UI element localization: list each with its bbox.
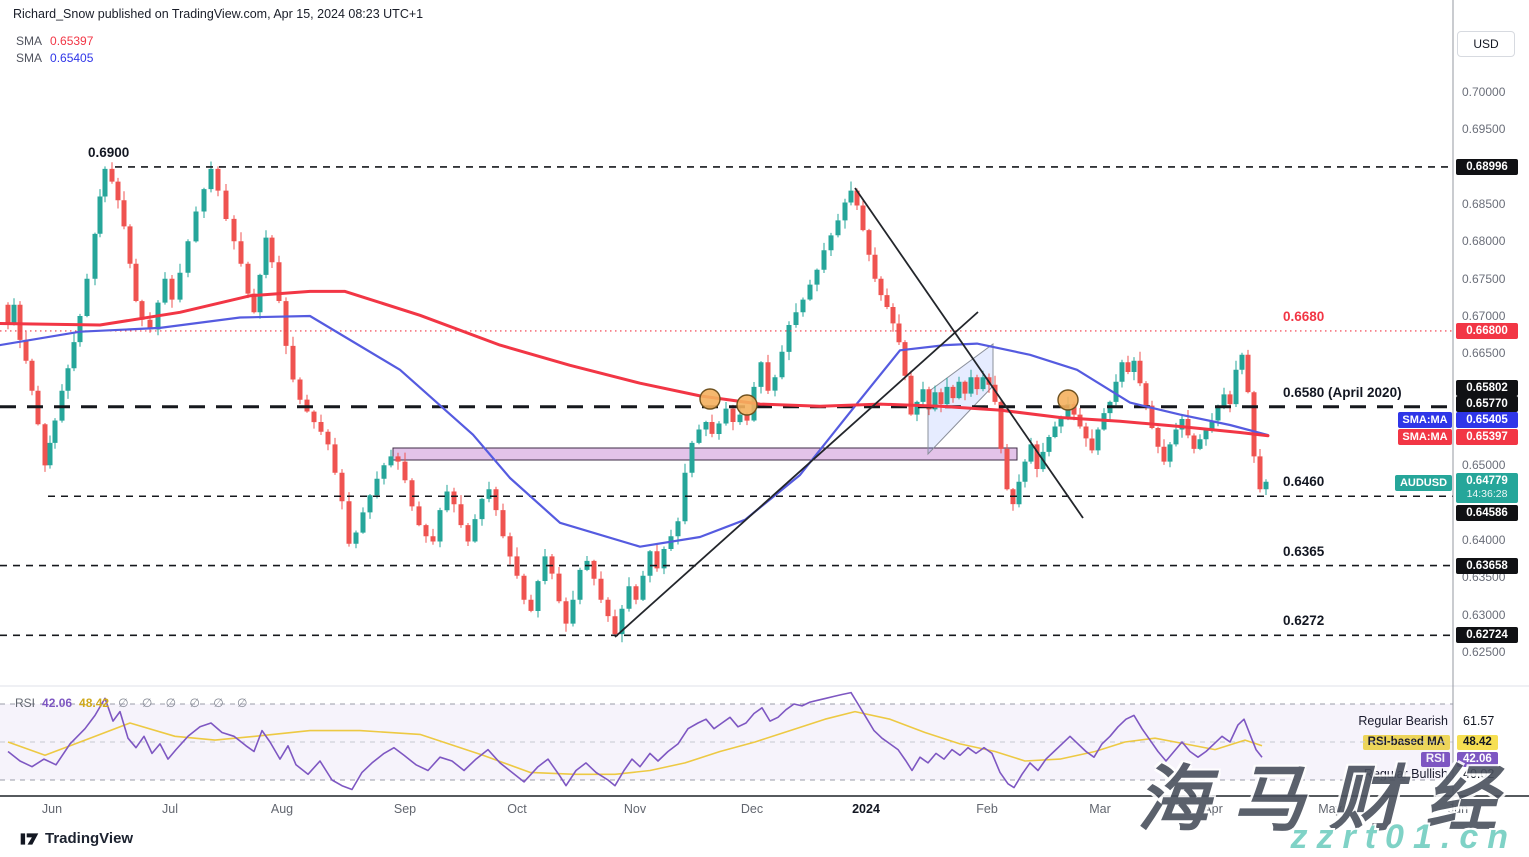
rsi-scale-chip: RSI (1420, 752, 1450, 767)
tradingview-logo[interactable]: TradingView (20, 830, 133, 847)
rsi-value: 42.06 (42, 696, 73, 710)
price-axis-badge: 0.65802 (1456, 380, 1518, 396)
time-axis-label-2024: 2024 (852, 802, 880, 816)
watermark-url: zzrt01.cn (1290, 818, 1517, 856)
price-axis-badge: 0.66800 (1456, 322, 1518, 339)
time-axis-label-may: May (1318, 802, 1342, 816)
bull-flag-zone[interactable] (927, 343, 994, 456)
circle-marker[interactable] (736, 394, 758, 416)
watermark-cjk: 海马财经 (1136, 760, 1521, 840)
rsi-scale-label: Regular Bearish (1358, 714, 1448, 728)
rsi-divergence-params: ∅ ∅ ∅ ∅ ∅ ∅ (118, 696, 253, 710)
time-axis-label-nov: Nov (623, 802, 647, 816)
rsi-scale-chip-value: 42.06 (1457, 752, 1498, 767)
price-axis-tick: 0.62500 (1462, 645, 1506, 659)
time-axis-label-sep: Sep (393, 802, 417, 816)
time-axis-label-aug: Aug (270, 802, 294, 816)
price-level-label: 0.6580 (April 2020) (1283, 384, 1402, 400)
price-axis-tick: 0.68500 (1462, 197, 1506, 211)
price-axis-tick: 0.63500 (1462, 570, 1506, 585)
rsi-scale-label: Regular Bullish (1364, 767, 1448, 781)
price-axis-tick: 0.65000 (1462, 458, 1506, 473)
price-axis-tick: 0.63000 (1462, 607, 1506, 622)
last-price-value: 0.64779 (1466, 474, 1508, 487)
series-name-chip: SMA:MA (1398, 412, 1452, 428)
tradingview-logo-icon (20, 832, 39, 845)
trendline[interactable] (614, 311, 979, 638)
price-level-label: 0.6900 (88, 144, 130, 160)
sma-legend-label: SMA (16, 34, 43, 48)
price-level-label: 0.6272 (1283, 613, 1325, 629)
circle-marker[interactable] (1057, 389, 1079, 411)
price-axis-tick: 0.67000 (1462, 309, 1506, 323)
sma-fast-line[interactable] (0, 289, 1270, 438)
sma-legend-value: 0.65397 (50, 34, 94, 48)
rsi-scale-value: 40.02 (1463, 767, 1495, 781)
price-level-label: 0.6680 (1283, 308, 1325, 324)
price-axis-badge: 0.62724 (1456, 627, 1518, 644)
time-axis-label-dec: Dec (740, 802, 764, 816)
series-name-chip: AUDUSD (1395, 475, 1452, 491)
rsi-line[interactable] (7, 691, 1263, 791)
circle-marker[interactable] (699, 388, 721, 410)
currency-toggle-button[interactable]: USD (1457, 31, 1515, 57)
sma-legend-row-1[interactable]: SMA 0.65397 (16, 34, 93, 48)
price-axis-tick: 0.64000 (1462, 533, 1506, 547)
candles-up (11, 168, 1269, 635)
price-axis-tick: 0.70000 (1462, 85, 1506, 99)
rsi-indicator-legend[interactable]: RSI 42.06 48.42 ∅ ∅ ∅ ∅ ∅ ∅ (15, 696, 252, 710)
price-axis-badge: 0.68996 (1456, 158, 1518, 175)
price-axis-badge: 0.63658 (1456, 557, 1518, 574)
time-axis-label-jun: Jun (41, 802, 63, 816)
price-axis-tick: 0.66500 (1462, 346, 1506, 361)
tradingview-logo-text: TradingView (45, 830, 134, 847)
publish-byline: Richard_Snow published on TradingView.co… (13, 7, 424, 21)
price-axis-badge: 0.64586 (1456, 505, 1518, 521)
rsi-ma-line[interactable] (7, 710, 1263, 776)
rsi-title: RSI (15, 696, 36, 710)
price-axis-tick: 0.67500 (1462, 271, 1506, 286)
price-axis-badge: 0.65397 (1456, 429, 1518, 445)
price-level-label: 0.6460 (1283, 474, 1325, 490)
sma-legend-value: 0.65405 (50, 51, 94, 65)
time-axis-label-mar: Mar (1089, 802, 1111, 816)
time-axis-label-feb: Feb (976, 802, 998, 816)
trendline[interactable] (854, 187, 1084, 519)
time-axis-label-jul: Jul (162, 802, 178, 816)
price-level-label: 0.6365 (1283, 543, 1325, 559)
rsi-ma-value: 48.42 (79, 696, 110, 710)
sma-slow-line[interactable] (0, 314, 1270, 548)
last-price-badge: 0.64779 14:36:28 (1456, 472, 1518, 503)
time-axis-label-apr: Apr (1203, 802, 1223, 816)
price-axis-badge: 0.65770 (1456, 396, 1518, 412)
support-zone-rect[interactable] (392, 447, 1018, 461)
price-axis-badge: 0.65405 (1456, 412, 1518, 428)
price-axis[interactable] (1453, 0, 1529, 796)
rsi-scale-value: 61.57 (1463, 714, 1495, 728)
price-axis-tick: 0.68000 (1462, 234, 1506, 249)
rsi-scale-chip-value: 48.42 (1457, 735, 1498, 750)
rsi-scale-chip: RSI-based MA (1362, 735, 1450, 750)
series-name-chip: SMA:MA (1398, 429, 1452, 445)
sma-legend-row-2[interactable]: SMA 0.65405 (16, 51, 93, 65)
time-axis-label-oct: Oct (507, 802, 527, 816)
price-axis-tick: 0.69500 (1462, 122, 1506, 137)
bar-countdown: 14:36:28 (1466, 487, 1508, 500)
sma-legend-label: SMA (16, 51, 43, 65)
